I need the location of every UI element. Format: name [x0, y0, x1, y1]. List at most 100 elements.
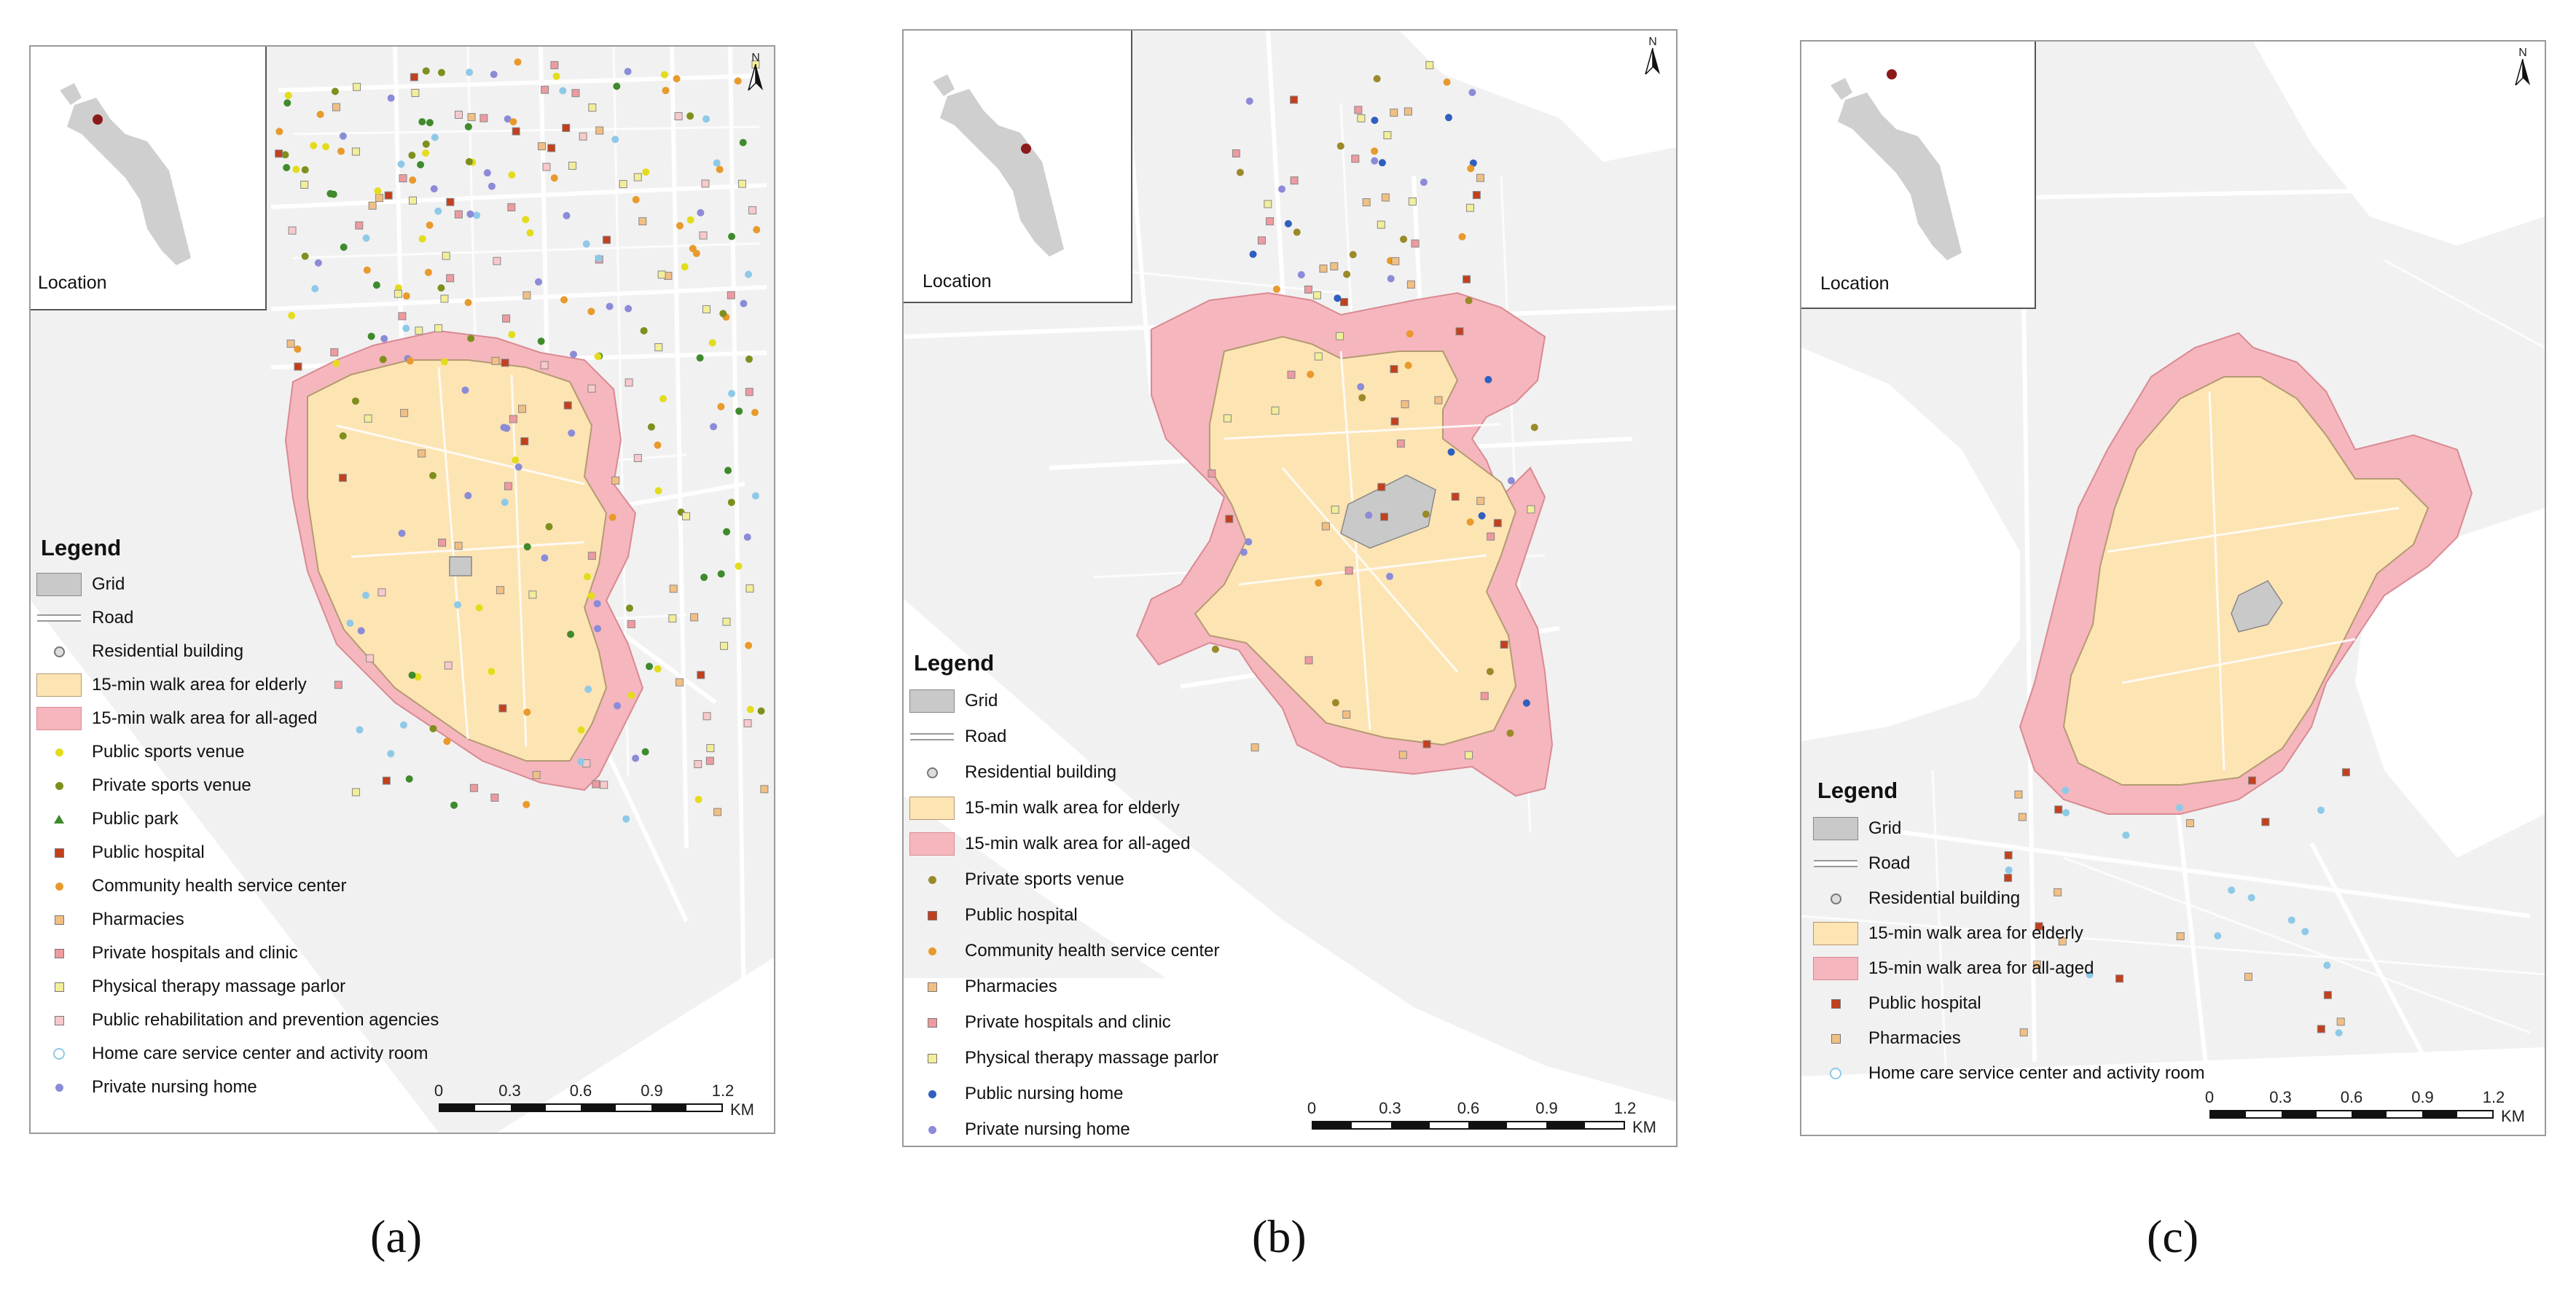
- facility-point: [1444, 114, 1452, 122]
- facility-point: [2323, 961, 2331, 969]
- facility-point: [426, 222, 434, 230]
- facility-point: [514, 58, 522, 66]
- legend-label: Public sports venue: [92, 742, 245, 762]
- facility-point: [490, 71, 498, 79]
- facility-point: [399, 721, 407, 729]
- facility-point: [1500, 640, 1508, 649]
- facility-point: [1315, 579, 1323, 587]
- facility-point: [1466, 203, 1475, 212]
- legend-label: 15-min walk area for elderly: [92, 675, 307, 695]
- facility-point: [562, 124, 571, 133]
- facility-point: [2335, 1029, 2343, 1037]
- facility-point: [699, 231, 708, 240]
- legend-symbol: [34, 704, 85, 733]
- legend-label: Grid: [1868, 818, 1902, 838]
- facility-point: [508, 331, 516, 339]
- facility-point: [654, 441, 662, 449]
- facility-point: [654, 665, 662, 673]
- facility-point: [461, 386, 469, 394]
- facility-point: [641, 748, 649, 756]
- facility-point: [611, 136, 619, 144]
- facility-point: [310, 141, 318, 149]
- facility-point: [716, 165, 724, 173]
- facility-point: [522, 800, 531, 808]
- facility-point: [1358, 394, 1366, 402]
- facility-point: [1425, 60, 1434, 69]
- facility-point: [619, 180, 627, 189]
- facility-point: [2323, 990, 2332, 999]
- facility-point: [440, 294, 449, 303]
- facility-point: [1349, 251, 1357, 259]
- legend-label: Home care service center and activity ro…: [92, 1044, 428, 1063]
- facility-point: [2317, 1025, 2325, 1033]
- facility-point: [568, 161, 577, 170]
- facility-point: [426, 119, 434, 127]
- facility-point: [431, 133, 439, 141]
- facility-point: [454, 541, 463, 550]
- legend-symbol: [34, 972, 85, 1001]
- facility-point: [418, 118, 426, 126]
- scale-bar-graphic: [1312, 1121, 1625, 1130]
- scale-bar-c: 0 0.3 0.6 0.9 1.2 KM: [2205, 1088, 2530, 1132]
- facility-point: [2176, 932, 2185, 941]
- map-panel-a: Location N Legend Grid Road Residential bu…: [29, 45, 775, 1134]
- legend-item: Community health service center: [34, 872, 346, 901]
- legend-item: Pharmacies: [907, 972, 1057, 1001]
- facility-point: [483, 169, 491, 177]
- legend-item: Community health service center: [907, 936, 1219, 966]
- facility-point: [624, 68, 632, 76]
- facility-point: [300, 180, 309, 189]
- legend-symbol: [1810, 989, 1861, 1018]
- legend-symbol: [907, 972, 958, 1001]
- facility-point: [1507, 477, 1515, 485]
- legend-item: Private hospitals and clinic: [34, 939, 298, 968]
- facility-point: [2122, 832, 2130, 840]
- facility-point: [735, 562, 743, 570]
- legend-item: Residential building: [34, 637, 243, 666]
- scale-unit: KM: [2501, 1107, 2525, 1125]
- facility-point: [640, 326, 648, 335]
- facility-point: [520, 437, 529, 446]
- facility-point: [746, 705, 754, 713]
- legend-symbol: [1810, 1024, 1861, 1053]
- legend-item: Grid: [1810, 814, 1901, 843]
- legend-symbol: [907, 1115, 958, 1144]
- facility-point: [669, 584, 678, 593]
- facility-point: [745, 388, 753, 396]
- legend-symbol: [34, 637, 85, 666]
- legend-label: 15-min walk area for all-aged: [92, 708, 318, 728]
- facility-point: [314, 259, 322, 267]
- legend-item: Road: [907, 722, 1006, 751]
- facility-point: [751, 409, 759, 417]
- facility-point: [694, 759, 702, 768]
- facility-point: [523, 543, 531, 551]
- facility-point: [424, 268, 432, 276]
- facility-point: [740, 300, 748, 308]
- facility-point: [576, 758, 584, 766]
- facility-point: [475, 604, 483, 612]
- basemap-c: [1801, 42, 2545, 1135]
- facility-point: [294, 345, 302, 353]
- facility-point: [2054, 888, 2062, 896]
- facility-point: [537, 142, 546, 151]
- facility-point: [676, 222, 684, 230]
- facility-point: [488, 182, 496, 190]
- facility-point: [353, 82, 361, 91]
- facility-point: [743, 719, 752, 727]
- facility-point: [751, 492, 759, 500]
- facility-point: [466, 69, 474, 77]
- legend-item: Private hospitals and clinic: [907, 1008, 1171, 1037]
- legend-label: 15-min walk area for elderly: [1868, 923, 2083, 943]
- facility-point: [1404, 107, 1412, 116]
- legend-label: Public rehabilitation and prevention age…: [92, 1010, 439, 1030]
- legend-symbol: [907, 1008, 958, 1037]
- facility-point: [430, 185, 438, 193]
- facility-point: [446, 198, 455, 206]
- facility-point: [1321, 522, 1330, 531]
- map-panel-c: Location N Legend Grid Road Residential bu…: [1800, 40, 2546, 1136]
- facility-point: [339, 432, 347, 440]
- facility-point: [1390, 417, 1399, 426]
- facility-point: [512, 127, 520, 136]
- facility-point: [697, 670, 705, 679]
- legend-label: Physical therapy massage parlor: [965, 1048, 1219, 1068]
